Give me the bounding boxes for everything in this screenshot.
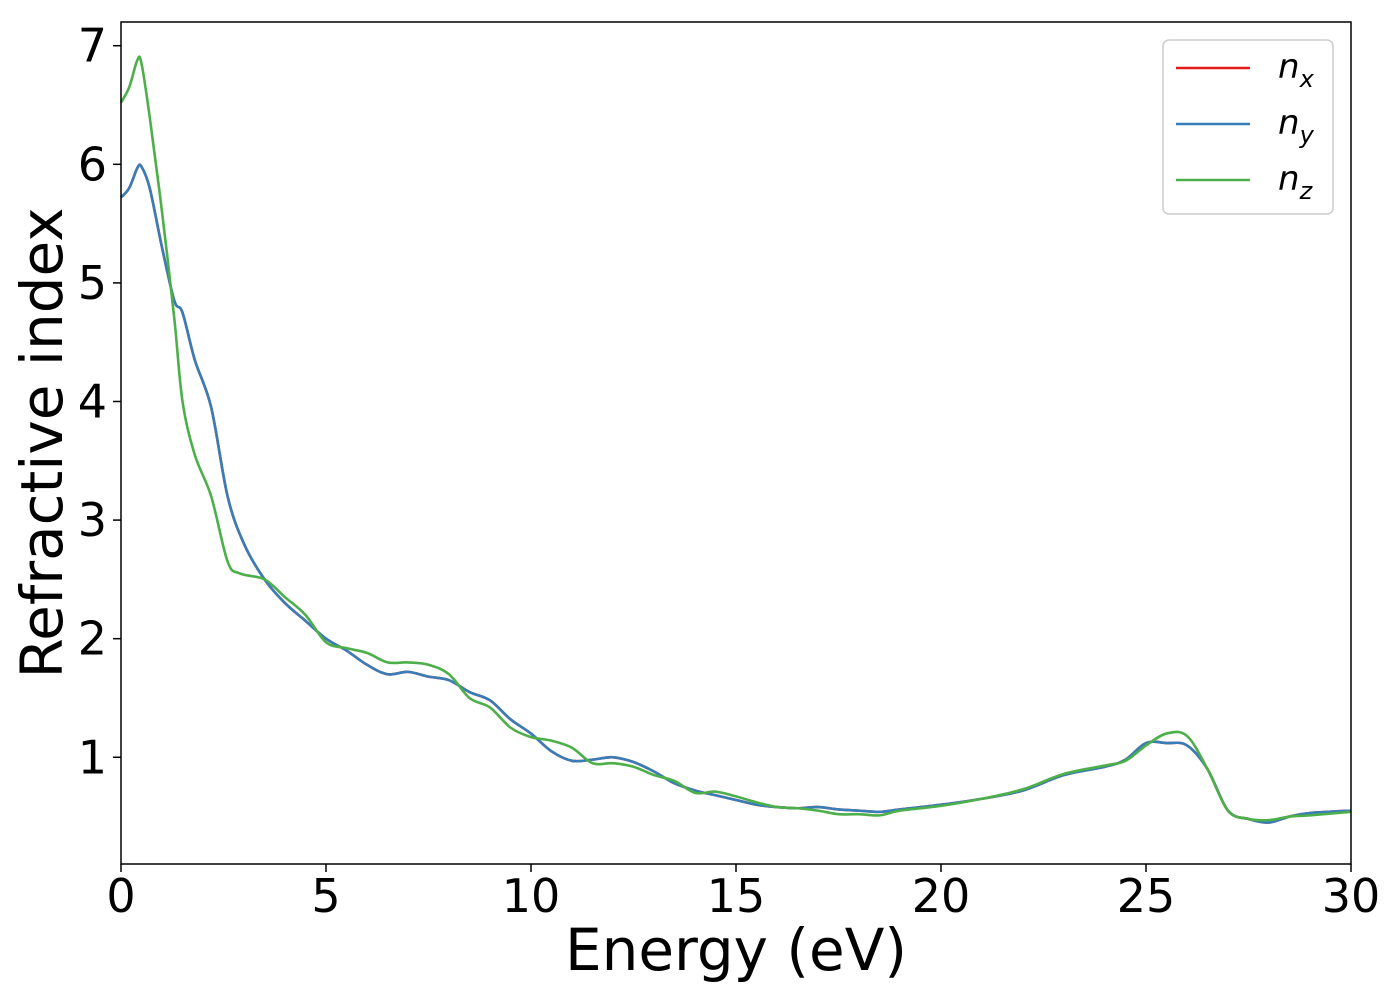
x-tick-label: 5: [311, 869, 340, 923]
legend-label-nx: nx: [1278, 47, 1315, 93]
y-tick-label: 6: [78, 137, 107, 191]
series-line-nz: [119, 55, 1352, 822]
legend-frame: [1162, 39, 1334, 215]
x-tick-label: 10: [502, 869, 561, 923]
x-tick-label: 25: [1117, 869, 1176, 923]
y-tick-label: 1: [78, 730, 107, 784]
x-axis-title: Energy (eV): [565, 916, 907, 984]
y-tick-label: 7: [78, 19, 107, 73]
series-layer: [119, 55, 1352, 824]
x-tick-label: 15: [707, 869, 766, 923]
legend-label-nz: nz: [1278, 159, 1314, 205]
legend: nx ny nz: [1162, 39, 1334, 215]
y-tick-label: 5: [78, 256, 107, 310]
x-tick-label: 0: [106, 869, 135, 923]
y-tick-label: 2: [78, 612, 107, 666]
y-axis-ticks: 1 2 3 4 5 6 7: [78, 19, 121, 784]
x-tick-label: 30: [1322, 869, 1381, 923]
y-axis-title: Refractive index: [8, 207, 76, 678]
x-axis-ticks: 0 5 10 15 20 25 30: [106, 864, 1380, 923]
y-tick-label: 3: [78, 493, 107, 547]
x-tick-label: 20: [912, 869, 971, 923]
plot-area: [121, 22, 1351, 864]
legend-label-ny: ny: [1278, 103, 1315, 149]
y-tick-label: 4: [78, 374, 107, 428]
